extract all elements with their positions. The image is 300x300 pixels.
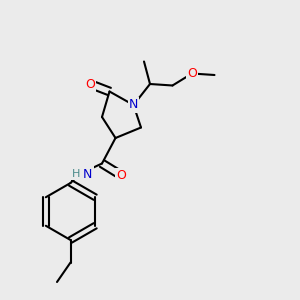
Text: O: O [117, 169, 126, 182]
Text: H: H [72, 169, 81, 179]
Text: O: O [187, 67, 197, 80]
Text: O: O [85, 77, 95, 91]
Text: N: N [83, 167, 93, 181]
Text: N: N [129, 98, 138, 112]
